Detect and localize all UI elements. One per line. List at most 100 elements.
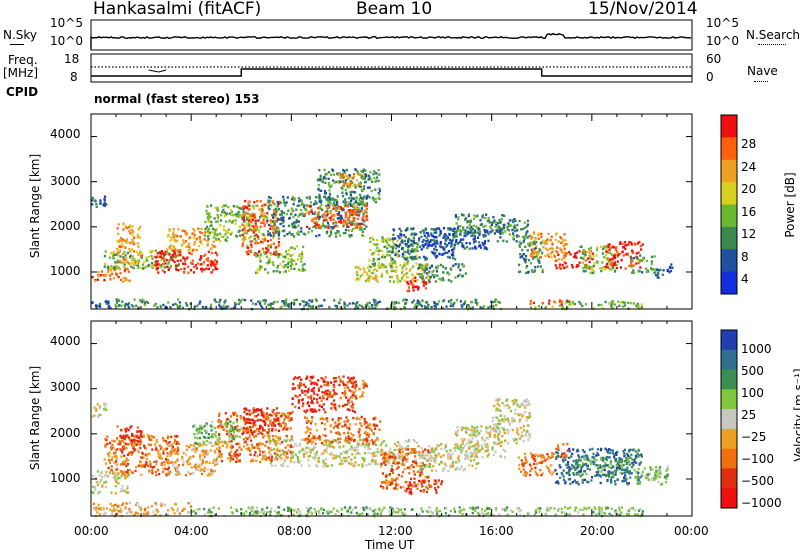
power-cell-12-351 [362, 204, 365, 207]
velocity-cell-2-343 [269, 510, 272, 513]
power-cell-12-397 [318, 217, 321, 221]
power-cell-10-83 [260, 254, 263, 257]
power-cell-1-136 [304, 303, 308, 307]
power-cell-12-111 [335, 209, 338, 212]
power-cell-1-376 [250, 299, 253, 302]
velocity-cell-3-78 [126, 471, 129, 474]
power-cell-20-151 [410, 244, 413, 247]
power-cell-11-101 [243, 207, 246, 210]
power-cell-25-53 [530, 237, 533, 240]
velocity-cell-2-233 [516, 507, 519, 510]
power-cell-1-155 [306, 308, 309, 311]
velocity-cell-7-173 [216, 426, 220, 429]
velocity-cell-4-275 [113, 452, 116, 455]
velocity-cell-7-336 [276, 449, 279, 452]
velocity-cell-2-136 [389, 506, 392, 509]
velocity-cell-6-96 [213, 451, 217, 455]
power-cell-23-36 [499, 231, 502, 234]
power-cell-9-228 [235, 212, 238, 216]
power-cell-11-167 [248, 200, 251, 203]
power-cell-9-221 [204, 234, 207, 237]
power-cell-26-12 [578, 261, 581, 264]
velocity-cell-7-393 [268, 436, 271, 440]
power-cell-12-224 [299, 199, 302, 202]
power-cell-10-25 [254, 251, 257, 255]
power-cell-7-155 [214, 267, 217, 271]
power-cell-21-108 [467, 230, 470, 234]
power-cell-12-283 [272, 216, 275, 219]
velocity-cell-4-28 [131, 471, 134, 475]
velocity-cell-1-145 [187, 502, 190, 505]
power-cell-23-92 [515, 240, 518, 243]
power-cell-9-149 [205, 209, 208, 213]
velocity-cell-6-79 [215, 458, 218, 461]
velocity-cell-3-22 [95, 481, 98, 484]
velocity-cell-2-209 [309, 510, 312, 513]
velocity-cell-7-300 [280, 415, 283, 418]
power-cell-20-127 [413, 255, 416, 259]
power-cell-12-233 [298, 204, 301, 207]
velocity-cell-2-97 [250, 509, 253, 513]
power-cell-1-119 [393, 302, 396, 306]
velocity-cell-2-194 [289, 507, 292, 510]
velocity-cell-3-0 [114, 472, 117, 475]
velocity-cell-9-91 [203, 425, 206, 428]
velocity-cell-7-381 [257, 428, 260, 431]
velocity-cell-8-6 [259, 431, 262, 434]
power-cell-12-288 [344, 231, 347, 235]
velocity-cell-6-54 [186, 460, 189, 463]
velocity-cell-7-193 [258, 442, 261, 445]
power-cell-20-148 [401, 241, 404, 244]
power-cell-11-31 [247, 249, 250, 253]
power-cell-6-70 [132, 255, 135, 258]
velocity-cell-7-225 [252, 459, 255, 462]
velocity-cell-6-37 [207, 472, 210, 476]
power-cell-1-186 [393, 306, 396, 309]
power-cell-22-62 [472, 224, 475, 227]
velocity-cell-7-404 [284, 446, 287, 449]
power-cell-16-118 [356, 277, 359, 280]
nave-label: Nave [747, 64, 778, 78]
power-cell-12-47 [335, 207, 338, 210]
power-cell-17-159 [404, 236, 407, 239]
power-cell-22-118 [484, 224, 487, 228]
power-cell-12-211 [283, 229, 286, 232]
power-cell-1-407 [339, 306, 342, 309]
power-cell-1-17 [285, 301, 288, 304]
power-cell-15-12 [346, 176, 349, 180]
power-cell-9-34 [248, 215, 251, 219]
power-cell-8-25 [188, 242, 191, 245]
velocity-cell-7-23 [286, 456, 289, 459]
power-cell-19-22 [440, 278, 443, 282]
power-cell-17-163 [381, 263, 384, 266]
power-cell-0-8 [107, 300, 110, 303]
power-cell-17-42 [372, 238, 375, 241]
velocity-cell-10-154 [300, 378, 303, 381]
power-cell-17-147 [406, 259, 409, 262]
velocity-cell-1-124 [128, 507, 131, 511]
velocity-cell-10-139 [338, 404, 341, 407]
power-cell-26-59 [591, 252, 594, 255]
power-cell-12-210 [298, 213, 301, 216]
power-cell-22-86 [488, 221, 491, 224]
velocity-cell-4-318 [123, 437, 126, 441]
velocity-cell-2-306 [518, 510, 521, 513]
power-cell-9-225 [207, 212, 210, 215]
power-cell-25-21 [544, 254, 547, 258]
power-cell-29-20 [632, 269, 635, 272]
velocity-cell-4-49 [127, 435, 130, 439]
velocity-cell-2-195 [240, 512, 243, 515]
power-cell-14-32 [352, 197, 355, 200]
power-cell-9-147 [224, 204, 227, 207]
power-cell-12-154 [311, 225, 315, 229]
power-cell-9-117 [236, 213, 239, 216]
power-cell-4-1 [107, 268, 110, 272]
velocity-cell-6-35 [215, 456, 218, 460]
power-cell-16-79 [366, 271, 369, 275]
power-cell-9-235 [261, 209, 264, 212]
power-cell-9-58 [213, 233, 216, 237]
velocity-cell-1-81 [155, 508, 158, 512]
power-cell-3-8 [105, 203, 108, 206]
velocity-cell-2-78 [411, 508, 414, 511]
velocity-cell-6-55 [198, 465, 201, 468]
